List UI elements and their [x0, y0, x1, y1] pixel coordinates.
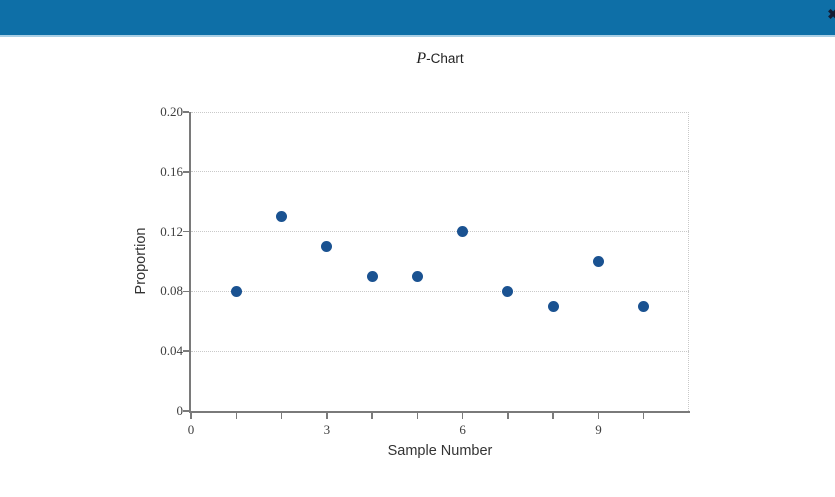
y-axis-title: Proportion — [133, 227, 149, 295]
y-axis-tick-label: 0.16 — [160, 163, 183, 179]
x-axis-tick — [235, 413, 238, 419]
y-axis-tick — [183, 410, 189, 412]
x-axis-tick — [371, 413, 373, 419]
x-axis-tick — [190, 413, 192, 419]
gridline — [191, 290, 689, 292]
y-axis-tick-label: 0.12 — [160, 223, 183, 239]
x-axis-tick — [552, 413, 554, 419]
gridline — [191, 171, 689, 173]
x-axis-tick-label: 6 — [459, 422, 466, 437]
data-point[interactable] — [230, 285, 242, 297]
y-axis-tick-label: 0.08 — [160, 283, 183, 299]
plot-area: 0 0.04 0.08 0.12 0.16 0.20 0 3 6 9 — [160, 104, 690, 437]
data-point[interactable] — [276, 211, 288, 223]
close-icon[interactable]: ✖ — [827, 7, 835, 21]
chart-title-symbol: P — [416, 50, 427, 67]
window-title-bar: ✖ — [0, 0, 835, 37]
x-axis-tick — [461, 413, 464, 419]
y-axis-tick-label: 0 — [176, 403, 184, 418]
data-point[interactable] — [592, 256, 604, 267]
data-point[interactable] — [321, 241, 333, 253]
chart-title-text: -Chart — [426, 51, 464, 66]
data-point[interactable] — [638, 300, 650, 312]
y-axis-tick — [183, 111, 189, 113]
chart-title: P-Chart — [191, 50, 689, 68]
x-axis-tick — [280, 413, 283, 419]
x-axis-tick-label: 3 — [323, 422, 331, 437]
x-axis-title: Sample Number — [387, 443, 493, 459]
data-point[interactable] — [547, 300, 559, 312]
x-axis-tick-label: 9 — [595, 422, 602, 437]
x-axis-tick — [642, 413, 645, 419]
y-axis-line — [189, 112, 191, 413]
gridline — [191, 111, 689, 113]
y-axis-tick — [183, 290, 189, 293]
y-axis-tick-label: 0.04 — [160, 343, 183, 359]
y-axis-tick — [183, 171, 189, 173]
gridline — [191, 350, 689, 352]
data-point[interactable] — [411, 270, 423, 282]
x-axis-tick — [597, 413, 600, 419]
x-axis-tick-label: 0 — [187, 422, 195, 437]
x-axis-line — [189, 411, 690, 413]
x-axis-tick — [416, 413, 419, 419]
data-point[interactable] — [502, 285, 514, 297]
y-axis-tick-label: 0.20 — [160, 104, 183, 119]
plot-right-border — [688, 112, 689, 411]
data-point[interactable] — [457, 226, 469, 238]
x-axis-tick — [507, 413, 509, 419]
data-point[interactable] — [366, 270, 378, 282]
x-axis-tick — [326, 413, 328, 419]
y-axis-tick — [183, 230, 189, 233]
y-axis-tick — [183, 350, 189, 352]
gridline — [191, 231, 689, 233]
